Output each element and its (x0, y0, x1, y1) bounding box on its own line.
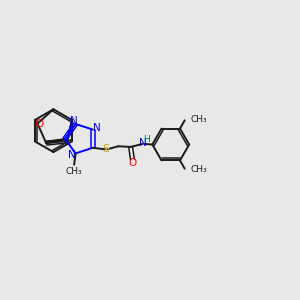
Text: O: O (129, 158, 137, 168)
Text: N: N (93, 123, 100, 133)
Text: O: O (35, 119, 44, 130)
Text: H: H (143, 135, 150, 144)
Text: CH₃: CH₃ (190, 165, 207, 174)
Text: CH₃: CH₃ (66, 167, 83, 176)
Text: CH₃: CH₃ (190, 115, 207, 124)
Text: S: S (102, 144, 109, 154)
Text: N: N (68, 150, 76, 160)
Text: N: N (70, 116, 78, 126)
Text: N: N (139, 138, 147, 148)
